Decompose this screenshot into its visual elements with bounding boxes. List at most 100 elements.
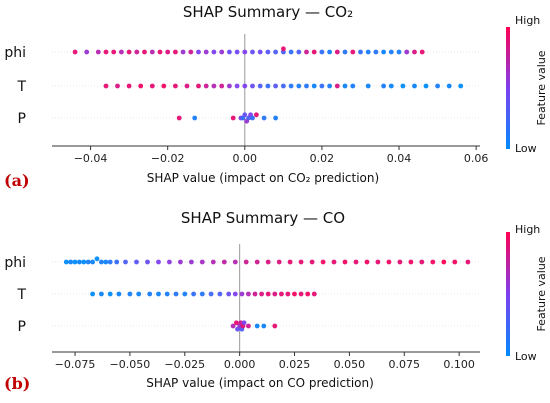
shap-point-T — [265, 83, 271, 89]
shap-point-phi — [430, 259, 436, 265]
shap-point-phi — [375, 259, 381, 265]
shap-point-phi — [196, 49, 201, 55]
x-tick-label: 0.000 — [224, 358, 256, 371]
shap-point-P — [273, 115, 278, 121]
shap-point-phi — [396, 49, 402, 55]
shap-point-T — [208, 291, 214, 297]
shap-point-phi — [134, 49, 140, 55]
shap-point-T — [304, 83, 309, 89]
shap-point-phi — [63, 259, 69, 265]
shap-point-phi — [311, 49, 317, 55]
shap-point-phi — [331, 259, 337, 265]
shap-point-phi — [114, 259, 120, 265]
shap-point-phi — [373, 49, 379, 55]
shap-point-phi — [298, 259, 304, 265]
shap-point-T — [191, 291, 197, 297]
shap-point-phi — [95, 49, 101, 55]
shap-point-phi — [111, 49, 117, 55]
shap-point-phi — [234, 49, 240, 55]
shap-point-phi — [465, 259, 471, 265]
shap-point-phi — [350, 49, 356, 55]
shap-point-T — [319, 83, 325, 89]
shap-point-phi — [353, 259, 359, 265]
x-tick-label: −0.050 — [110, 358, 151, 371]
shap-point-T — [107, 291, 113, 297]
shap-point-phi — [412, 49, 417, 55]
shap-point-T — [136, 291, 142, 297]
shap-point-phi — [94, 256, 100, 262]
shap-point-phi — [199, 259, 205, 265]
panel-a-plot: −0.04 −0.02 0.00 0.02 0.04 0.06 phi TP — [4, 34, 488, 165]
panel-b-label: (b) — [4, 374, 30, 393]
shap-point-P — [176, 115, 182, 121]
shap-point-T — [161, 83, 167, 89]
shap-point-T — [292, 291, 297, 297]
x-tick-label: 0.050 — [334, 358, 366, 371]
shap-point-T — [311, 291, 317, 297]
shap-point-phi — [296, 49, 302, 55]
shap-point-T — [350, 83, 356, 89]
panel-a-title: SHAP Summary — CO₂ — [183, 3, 353, 21]
shap-point-T — [164, 291, 170, 297]
shap-point-T — [446, 83, 452, 89]
shap-point-phi — [288, 49, 294, 55]
shap-point-phi — [72, 259, 78, 265]
x-tick-label: −0.02 — [151, 152, 185, 165]
panel-b-xlabel: SHAP value (impact on CO prediction) — [146, 376, 374, 390]
x-tick-label: 0.04 — [387, 152, 412, 165]
panel-b-title: SHAP Summary — CO — [181, 209, 345, 227]
shap-point-phi — [276, 259, 282, 265]
shap-point-phi — [157, 49, 163, 55]
shap-point-phi — [227, 49, 232, 55]
panel-b-colorbar-gradient — [506, 232, 510, 356]
shap-point-T — [232, 291, 238, 297]
shap-point-T — [147, 291, 153, 297]
shap-point-P — [234, 320, 239, 326]
shap-point-T — [423, 83, 429, 89]
shap-point-phi — [167, 259, 172, 265]
panel-b-colorbar-high: High — [515, 223, 540, 236]
shap-point-phi — [441, 259, 447, 265]
shap-point-phi — [81, 259, 87, 265]
shap-point-phi — [273, 49, 278, 55]
shap-point-phi — [221, 259, 227, 265]
shap-point-T — [127, 291, 133, 297]
shap-point-phi — [165, 49, 171, 55]
shap-point-T — [99, 291, 104, 297]
shap-point-phi — [419, 49, 425, 55]
shap-point-T — [259, 291, 264, 297]
shap-point-phi — [203, 49, 209, 55]
shap-point-P — [230, 323, 236, 329]
shap-point-P — [261, 323, 267, 329]
shap-point-phi — [388, 49, 394, 55]
feature-label-phi: phi — [4, 45, 26, 61]
shap-point-T — [250, 83, 255, 89]
panel-a: SHAP Summary — CO₂ −0.04 −0.02 0.00 0.02 0.0… — [4, 3, 548, 190]
shap-point-P — [192, 115, 198, 121]
shap-point-phi — [189, 259, 194, 265]
shap-point-phi — [156, 259, 161, 265]
shap-point-P — [241, 320, 247, 326]
x-tick-label: 0.06 — [464, 152, 489, 165]
shap-point-phi — [103, 49, 109, 55]
x-tick-label: 0.025 — [279, 358, 311, 371]
shap-point-T — [103, 83, 109, 89]
shap-point-P — [261, 115, 267, 121]
panel-a-colorbar-label: Feature value — [535, 50, 548, 125]
shap-point-T — [412, 83, 417, 89]
shap-point-phi — [364, 259, 370, 265]
shap-point-T — [273, 83, 278, 89]
shap-point-phi — [68, 259, 74, 265]
shap-point-T — [242, 83, 248, 89]
panel-b-colorbar-label: Feature value — [535, 256, 548, 331]
shap-point-P — [230, 115, 236, 121]
shap-point-phi — [232, 259, 238, 265]
shap-point-P — [246, 323, 251, 329]
panel-a-colorbar-low: Low — [515, 142, 537, 155]
shap-point-P — [254, 323, 260, 329]
shap-point-T — [388, 83, 394, 89]
panel-a-label: (a) — [4, 171, 30, 190]
shap-point-phi — [342, 259, 348, 265]
shap-point-T — [272, 291, 278, 297]
shap-point-T — [217, 291, 223, 297]
